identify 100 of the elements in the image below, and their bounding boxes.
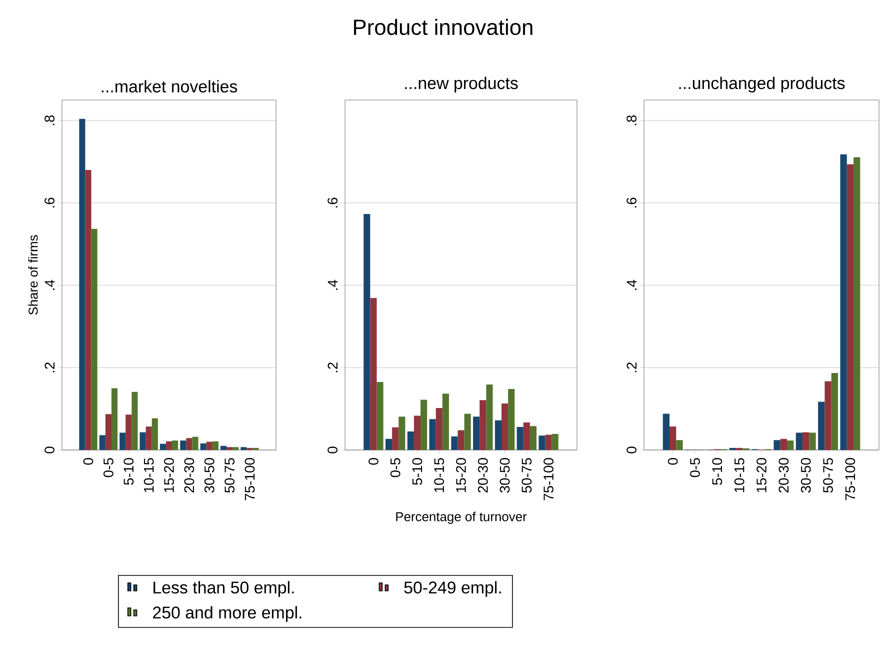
bar bbox=[538, 436, 546, 450]
x-tick-label: 5-10 bbox=[712, 458, 722, 485]
bar bbox=[824, 381, 832, 450]
x-tick-label: 20-30 bbox=[778, 458, 789, 492]
bar bbox=[796, 432, 803, 450]
bar bbox=[392, 427, 399, 450]
x-tick-label: 30-50 bbox=[204, 458, 214, 493]
bar bbox=[854, 157, 860, 450]
x-tick-label: 50-75 bbox=[823, 458, 833, 493]
bar bbox=[846, 164, 854, 450]
bar bbox=[99, 435, 106, 450]
x-tick-label: 15-20 bbox=[164, 458, 174, 492]
bar bbox=[662, 414, 670, 450]
bar bbox=[486, 384, 493, 450]
bar bbox=[458, 430, 464, 450]
legend-label: Less than 50 empl. bbox=[154, 581, 294, 597]
bar bbox=[370, 298, 377, 450]
bar bbox=[429, 419, 436, 450]
chart-title: ...new products bbox=[405, 76, 518, 92]
bar bbox=[226, 447, 233, 450]
y-tick-label: .2 bbox=[328, 362, 338, 372]
x-tick-label: 0 bbox=[668, 458, 678, 465]
bar bbox=[85, 170, 92, 450]
x-tick-label: 15-20 bbox=[756, 458, 766, 492]
x-tick-label: 50-75 bbox=[224, 458, 235, 493]
y-tick-label: 0 bbox=[328, 446, 338, 454]
bar bbox=[160, 444, 166, 450]
x-tick-label: 0 bbox=[83, 458, 94, 465]
chart-title: ...market novelties bbox=[102, 80, 238, 92]
bar bbox=[398, 416, 406, 450]
bar bbox=[240, 447, 247, 450]
x-tick-label: 30-50 bbox=[500, 458, 510, 493]
bar bbox=[523, 422, 530, 450]
bar bbox=[192, 436, 198, 450]
bar bbox=[220, 446, 227, 450]
bar bbox=[140, 432, 146, 450]
x-tick-label: 30-50 bbox=[800, 458, 811, 493]
bar bbox=[670, 426, 676, 450]
bar bbox=[414, 416, 421, 450]
y-tick-label: .8 bbox=[44, 115, 54, 126]
x-tick-label: 75-100 bbox=[244, 458, 255, 500]
x-tick-label: 20-30 bbox=[478, 458, 488, 492]
legend-label: 50-249 empl. bbox=[404, 581, 501, 597]
y-tick-label: .6 bbox=[626, 198, 636, 208]
bar bbox=[166, 441, 172, 450]
bar bbox=[91, 228, 98, 450]
bar bbox=[802, 432, 810, 450]
bar bbox=[111, 388, 118, 450]
y-tick-label: 0 bbox=[626, 446, 636, 454]
x-tick-label: 50-75 bbox=[522, 458, 532, 493]
bar bbox=[473, 416, 480, 450]
bar bbox=[126, 414, 132, 450]
bar bbox=[232, 447, 239, 450]
y-tick-label: .2 bbox=[44, 362, 54, 372]
bar bbox=[172, 440, 178, 450]
x-tick-label: 0 bbox=[368, 458, 378, 465]
y-tick-label: .8 bbox=[626, 115, 636, 126]
y-tick-label: .2 bbox=[626, 362, 636, 372]
bar bbox=[787, 440, 794, 450]
bar bbox=[545, 434, 552, 450]
x-tick-label: 0-5 bbox=[390, 458, 400, 478]
x-axis-title: Percentage of turnover bbox=[396, 512, 527, 524]
text: Product innovation bbox=[354, 18, 532, 36]
bar bbox=[552, 434, 558, 450]
x-tick-label: 75-100 bbox=[544, 458, 554, 500]
bar bbox=[818, 402, 825, 450]
bar bbox=[376, 382, 384, 450]
bar bbox=[420, 400, 428, 450]
bar bbox=[146, 426, 152, 450]
bar bbox=[206, 442, 212, 450]
bar bbox=[436, 408, 442, 450]
bar bbox=[442, 394, 449, 450]
x-tick-label: 75-100 bbox=[845, 458, 856, 500]
x-tick-label: 0-5 bbox=[690, 458, 700, 478]
x-tick-label: 5-10 bbox=[124, 458, 134, 485]
bar bbox=[530, 426, 537, 450]
bar bbox=[809, 432, 816, 450]
bar bbox=[132, 392, 138, 450]
x-tick-label: 5-10 bbox=[412, 458, 422, 485]
bar bbox=[364, 214, 370, 450]
x-tick-label: 15-20 bbox=[456, 458, 466, 492]
x-tick-label: 10-15 bbox=[734, 458, 744, 492]
bar bbox=[120, 432, 126, 450]
bar bbox=[516, 426, 524, 450]
bar bbox=[386, 438, 392, 450]
bar bbox=[451, 436, 458, 450]
legend-label: 250 and more empl. bbox=[153, 606, 302, 622]
y-tick-label: .4 bbox=[44, 280, 54, 290]
bar bbox=[831, 372, 838, 450]
y-tick-label: .6 bbox=[44, 198, 54, 208]
bar bbox=[407, 431, 414, 450]
chart-title: ...unchanged products bbox=[679, 76, 845, 92]
x-tick-label: 10-15 bbox=[144, 458, 154, 492]
bar bbox=[464, 414, 471, 450]
bar bbox=[774, 440, 780, 450]
y-tick-label: .4 bbox=[328, 280, 338, 290]
bar bbox=[676, 440, 683, 450]
x-tick-label: 20-30 bbox=[184, 458, 194, 492]
bar bbox=[186, 438, 192, 450]
bar bbox=[508, 389, 515, 450]
